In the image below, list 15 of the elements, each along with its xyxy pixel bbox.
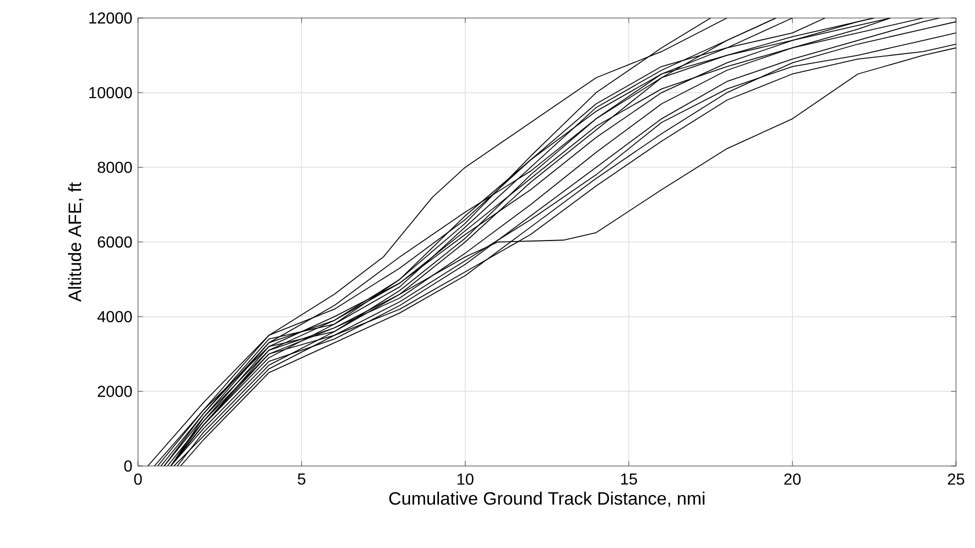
x-tick-label: 5 bbox=[298, 474, 306, 485]
y-tick-label: 8000 bbox=[98, 162, 132, 173]
y-tick-label: 10000 bbox=[89, 87, 132, 98]
y-tick-label: 12000 bbox=[89, 12, 132, 24]
y-axis-title: Altitude AFE, ft bbox=[68, 182, 84, 302]
x-tick-label: 10 bbox=[458, 474, 474, 485]
y-tick-label: 0 bbox=[124, 460, 132, 472]
x-tick-label: 20 bbox=[784, 474, 801, 485]
x-tick-label: 25 bbox=[948, 474, 964, 485]
x-tick-label: 0 bbox=[134, 474, 142, 485]
x-axis-title: Cumulative Ground Track Distance, nmi bbox=[389, 492, 704, 507]
y-tick-label: 6000 bbox=[98, 236, 132, 248]
y-tick-label: 2000 bbox=[98, 386, 132, 397]
y-tick-label: 4000 bbox=[97, 311, 132, 322]
x-tick-label: 15 bbox=[621, 474, 637, 485]
